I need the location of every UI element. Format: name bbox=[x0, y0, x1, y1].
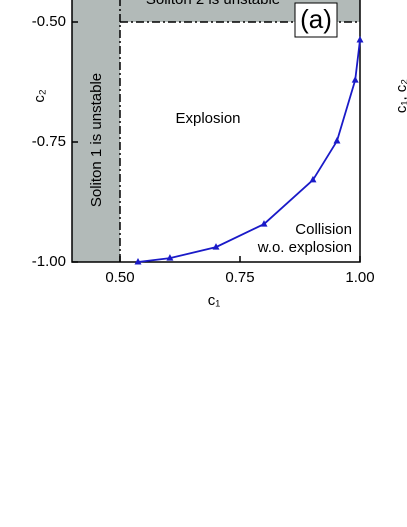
curve bbox=[137, 39, 361, 263]
annotation: Collision bbox=[295, 221, 352, 238]
x-tick-label: 0.75 bbox=[225, 269, 254, 286]
marker bbox=[212, 243, 220, 250]
annotation: Explosion bbox=[175, 110, 240, 127]
annotation: w.o. explosion bbox=[257, 239, 352, 256]
y-tick-label: -0.50 bbox=[32, 13, 66, 30]
marker bbox=[351, 76, 359, 83]
label-box bbox=[294, 2, 338, 38]
marker bbox=[166, 254, 174, 261]
marker bbox=[356, 36, 364, 43]
marker bbox=[134, 258, 142, 265]
annotation: c₁, c₂ bbox=[393, 79, 407, 113]
annotation: Soliton 1 is unstable bbox=[88, 73, 105, 207]
unstable-region bbox=[72, 0, 120, 262]
x-tick-label: 0.50 bbox=[105, 269, 134, 286]
marker bbox=[333, 137, 341, 144]
unstable-region bbox=[72, 0, 360, 22]
x-axis-label: c₁ bbox=[208, 292, 221, 309]
y-tick-label: -0.75 bbox=[32, 133, 66, 150]
x-tick-label: 1.00 bbox=[345, 269, 374, 286]
y-axis-label: c₂ bbox=[31, 89, 48, 103]
y-tick-label: -1.00 bbox=[32, 253, 66, 270]
plot-frame bbox=[71, 0, 361, 263]
marker bbox=[309, 175, 317, 183]
annotation: Soliton 2 is unstable bbox=[146, 0, 280, 8]
annotation: (a) bbox=[300, 4, 332, 34]
marker bbox=[260, 220, 268, 227]
